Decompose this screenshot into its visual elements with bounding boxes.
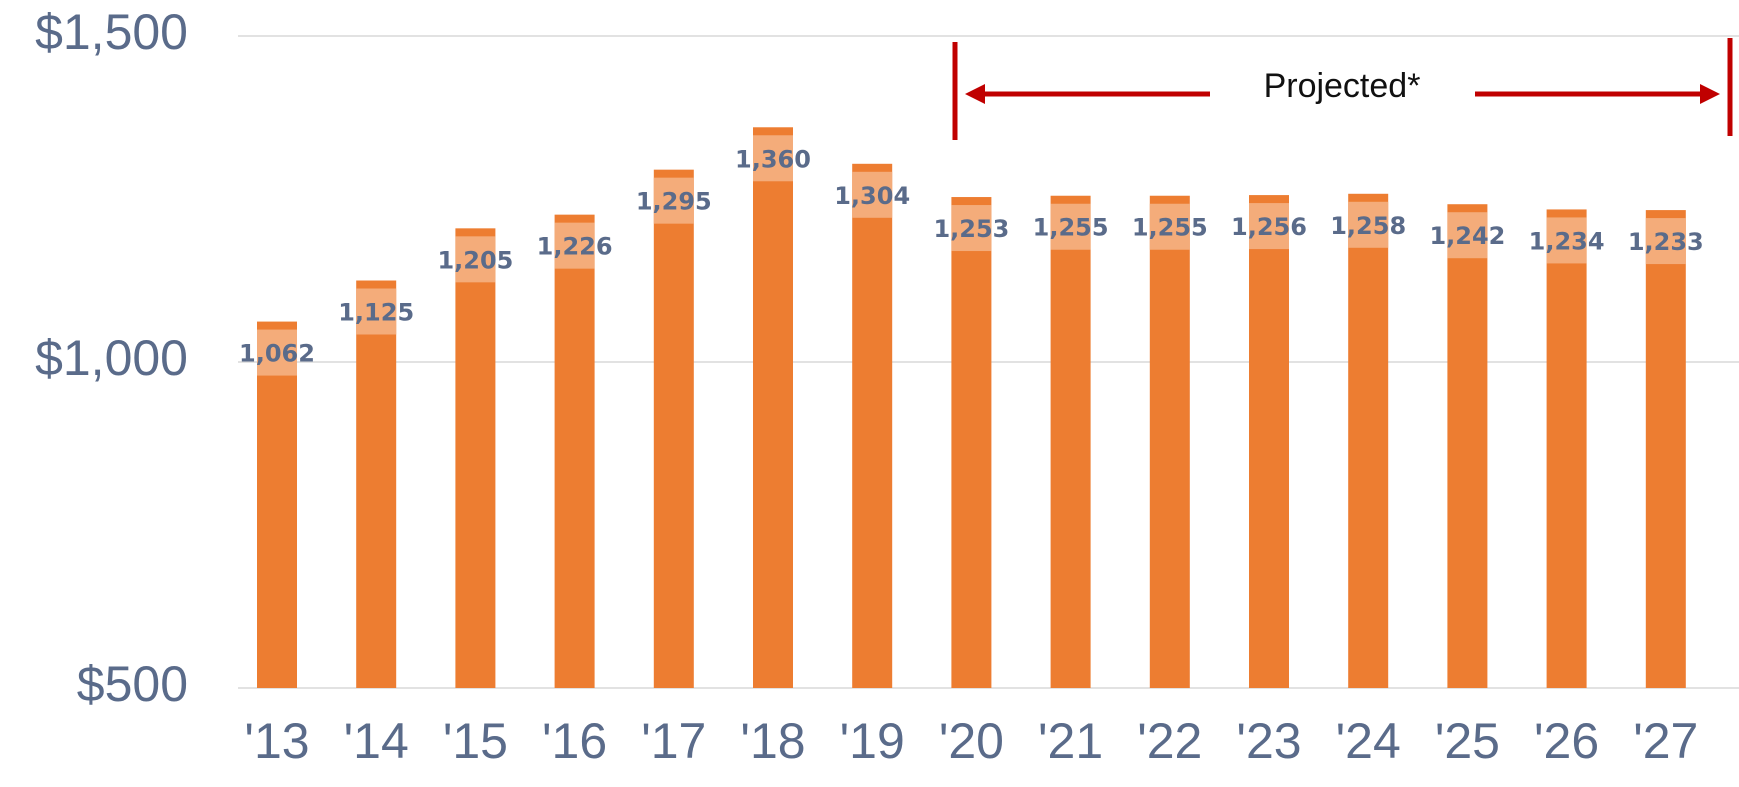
value-label: 1,234: [1529, 227, 1605, 255]
bar: [356, 280, 397, 688]
label-band: [951, 205, 992, 252]
projected-marker: Projected*: [952, 38, 1733, 140]
value-label: 1,295: [636, 188, 712, 216]
label-band: [753, 135, 793, 182]
bar: [455, 228, 496, 688]
arrow-head: [1700, 84, 1720, 104]
x-tick-label: '15: [443, 713, 508, 769]
value-label: 1,255: [1132, 214, 1208, 242]
label-band: [852, 171, 893, 218]
label-band: [257, 329, 297, 376]
x-tick-label: '26: [1534, 713, 1599, 769]
bar: [554, 214, 595, 688]
bar: [951, 197, 992, 688]
x-tick-label: '21: [1038, 713, 1103, 769]
bar: [1149, 195, 1190, 689]
label-band: [1546, 217, 1587, 264]
label-band: [1447, 212, 1488, 259]
bar: [653, 169, 694, 688]
bar: [257, 321, 297, 688]
bar: [1249, 195, 1289, 688]
label-band: [1348, 201, 1389, 248]
value-label: 1,242: [1429, 222, 1505, 250]
value-label: 1,205: [437, 246, 513, 274]
bar: [1546, 209, 1587, 688]
bar: [1447, 204, 1488, 688]
value-label: 1,256: [1231, 213, 1307, 241]
annotation: Projected*: [1264, 67, 1421, 105]
value-label: 1,258: [1330, 212, 1406, 240]
x-tick-label: '18: [740, 713, 805, 769]
label-band: [554, 222, 595, 269]
x-tick-label: '24: [1336, 713, 1401, 769]
y-tick-label: $500: [77, 656, 188, 712]
x-tick-label: '20: [939, 713, 1004, 769]
value-label: 1,360: [735, 145, 811, 173]
x-tick-label: '23: [1236, 713, 1301, 769]
value-label: 1,304: [834, 182, 910, 210]
x-tick-label: '13: [244, 713, 309, 769]
value-label: 1,125: [338, 299, 414, 327]
y-tick-label: $1,000: [35, 330, 188, 386]
label-band: [356, 288, 397, 335]
value-label: 1,255: [1033, 214, 1109, 242]
label-band: [455, 236, 496, 283]
label-band: [1149, 203, 1190, 250]
x-tick-label: '27: [1633, 713, 1698, 769]
y-tick-label: $1,500: [35, 4, 188, 60]
x-tick-label: '14: [344, 713, 409, 769]
x-tick-label: '19: [840, 713, 905, 769]
x-tick-label: '17: [641, 713, 706, 769]
x-tick-label: '16: [542, 713, 607, 769]
bar: [1645, 210, 1686, 689]
bar: [1050, 195, 1091, 689]
value-label: 1,233: [1628, 228, 1704, 256]
label-band: [1249, 203, 1289, 250]
value-label: 1,226: [537, 233, 613, 261]
bar: [852, 163, 893, 689]
arrow-head: [965, 84, 985, 104]
x-tick-label: '25: [1435, 713, 1500, 769]
label-band: [1050, 203, 1091, 250]
bar: [1348, 193, 1389, 688]
value-label: 1,062: [239, 340, 315, 368]
bar: [753, 127, 793, 688]
label-band: [653, 177, 694, 224]
value-label: 1,253: [933, 215, 1009, 243]
x-tick-label: '22: [1137, 713, 1202, 769]
label-band: [1645, 218, 1686, 265]
